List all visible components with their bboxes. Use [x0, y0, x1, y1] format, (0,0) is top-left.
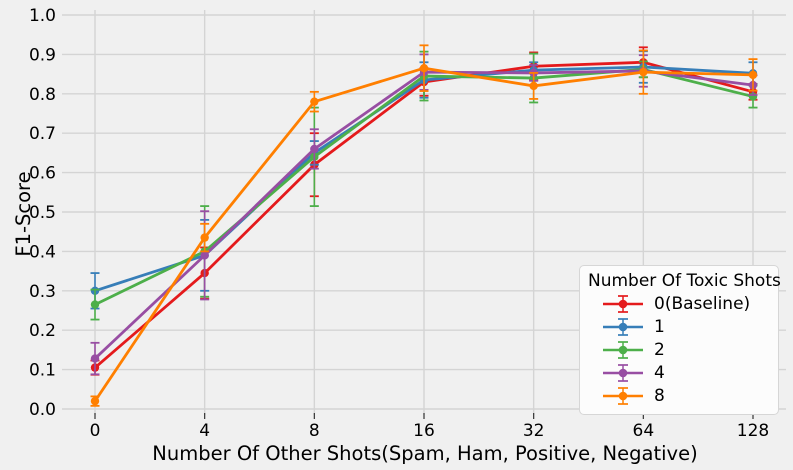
- legend-entry-label: 1: [654, 316, 665, 337]
- legend-entry: 2: [588, 338, 770, 361]
- x-tick-label: 8: [309, 421, 320, 441]
- x-tick-label: 64: [633, 421, 655, 441]
- legend-entry-label: 8: [654, 385, 665, 406]
- x-tick-label: 0: [90, 421, 101, 441]
- legend-entry-label: 0(Baseline): [654, 293, 751, 314]
- y-axis-tick-labels: 0.0 0.1 0.2 0.3 0.4 0.5 0.6 0.7 0.8 0.9 1.0: [29, 6, 56, 420]
- x-axis-tick-labels: 0 4 8 16 32 64 128: [90, 421, 770, 441]
- data-point-marker: [310, 97, 319, 106]
- legend-entry: 8: [588, 384, 770, 407]
- legend-entry-label: 2: [654, 339, 665, 360]
- y-tick-label: 1.0: [29, 6, 56, 26]
- data-point-marker: [639, 67, 648, 77]
- errorbar-marker-icon: [603, 294, 643, 313]
- x-tick-label: 128: [737, 421, 769, 441]
- data-point-marker: [200, 233, 209, 242]
- errorbar-marker-icon: [603, 317, 643, 336]
- legend-entry: 0(Baseline): [588, 292, 770, 315]
- legend: Number Of Toxic Shots 0(Baseline) 1 2 4 …: [579, 265, 781, 415]
- x-tick-label: 4: [199, 421, 210, 441]
- data-point-marker: [310, 144, 319, 154]
- y-tick-label: 0.7: [29, 124, 56, 144]
- legend-entry-label: 4: [654, 362, 665, 383]
- data-point-marker: [748, 70, 758, 80]
- y-tick-label: 0.5: [29, 203, 56, 223]
- data-point-marker: [200, 251, 209, 260]
- data-point-marker: [90, 354, 100, 363]
- legend-entry: 1: [588, 315, 770, 338]
- y-tick-label: 0.2: [29, 321, 56, 341]
- data-point-marker: [90, 396, 100, 406]
- x-tick-label: 16: [413, 421, 435, 441]
- legend-title: Number Of Toxic Shots: [588, 271, 781, 291]
- y-tick-label: 0.3: [29, 282, 56, 302]
- series-8: [90, 44, 758, 407]
- y-tick-label: 0.6: [29, 164, 56, 184]
- y-tick-label: 0.9: [29, 45, 56, 65]
- y-tick-label: 0.4: [29, 242, 56, 262]
- x-tick-label: 32: [523, 421, 545, 441]
- legend-entry: 4: [588, 361, 770, 384]
- y-axis-label: F1-Score: [12, 171, 35, 257]
- errorbar-marker-icon: [603, 386, 643, 405]
- errorbar-marker-icon: [603, 363, 643, 382]
- y-tick-label: 0.0: [29, 400, 56, 420]
- y-tick-label: 0.1: [29, 361, 56, 381]
- data-point-marker: [419, 63, 429, 73]
- data-point-marker: [90, 300, 100, 309]
- data-point-marker: [529, 81, 538, 91]
- x-axis-label: Number Of Other Shots(Spam, Ham, Positiv…: [152, 442, 698, 465]
- y-tick-label: 0.8: [29, 85, 56, 105]
- errorbar-marker-icon: [603, 340, 643, 359]
